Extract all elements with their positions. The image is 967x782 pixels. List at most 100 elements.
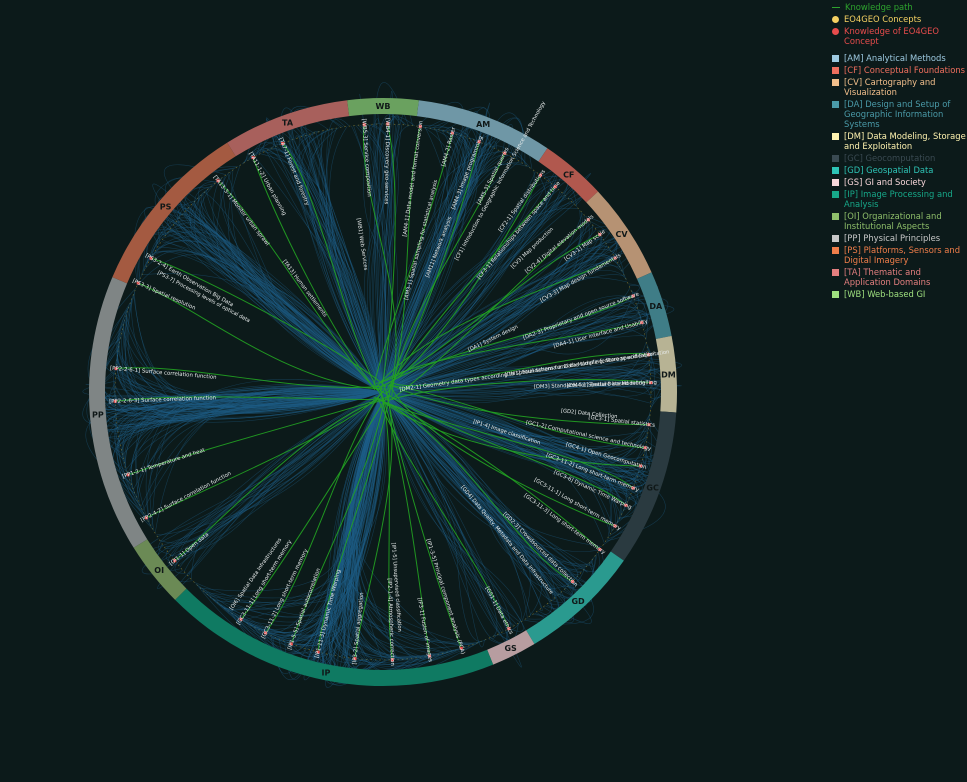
blue-wire xyxy=(382,369,656,410)
blue-wire xyxy=(184,211,384,393)
knowledge-area-ring: AM CF CV DA DM GC GD GS IP OI PP PS TA WB xyxy=(89,98,677,687)
blue-wire xyxy=(334,391,390,665)
blue-wire xyxy=(126,314,384,402)
blue-wire xyxy=(266,117,384,393)
knowledge-marker xyxy=(553,185,557,189)
blue-wire xyxy=(279,107,384,393)
blue-wire xyxy=(212,179,384,393)
blue-wire xyxy=(145,391,384,523)
blue-wire xyxy=(116,364,384,410)
knowledge-path xyxy=(388,383,650,426)
knowledge-marker xyxy=(353,657,357,661)
blue-wire xyxy=(116,306,384,408)
blue-wire xyxy=(113,355,384,421)
blue-wire xyxy=(225,391,384,610)
knowledge-marker xyxy=(649,381,653,385)
blue-wire xyxy=(382,132,466,393)
blue-wire xyxy=(178,391,384,566)
knowledge-path xyxy=(115,396,375,402)
blue-wire xyxy=(382,391,638,524)
blue-wire xyxy=(125,316,384,409)
square-swatch-icon xyxy=(832,268,839,276)
leaf-guide-circle xyxy=(114,123,652,661)
ring-segment-code: AM xyxy=(476,120,490,129)
blue-wire xyxy=(382,391,485,648)
ring-segment-code: CF xyxy=(563,171,574,180)
blue-wire xyxy=(382,391,554,600)
blue-wire xyxy=(265,391,384,634)
blue-wire xyxy=(382,307,638,393)
blue-wire xyxy=(114,391,384,462)
blue-wire xyxy=(373,114,400,393)
blue-wire xyxy=(373,123,384,393)
blue-wire xyxy=(125,391,384,468)
blue-wire xyxy=(260,153,384,393)
legend: Knowledge path EO4GEO Concepts Knowledge… xyxy=(832,2,966,301)
blue-wire xyxy=(85,390,384,494)
blue-wire xyxy=(325,128,384,393)
blue-wire xyxy=(382,101,464,393)
ring-segment xyxy=(347,98,419,117)
blue-wire xyxy=(382,128,486,393)
ring-segment-code: GC xyxy=(646,483,659,492)
blue-wire xyxy=(382,391,625,509)
knowledge-path xyxy=(391,153,506,397)
blue-wire xyxy=(368,113,401,393)
blue-wire xyxy=(342,391,384,660)
blue-wire xyxy=(121,391,384,451)
square-swatch-icon xyxy=(832,212,839,220)
blue-wire xyxy=(382,327,646,393)
blue-wire xyxy=(382,391,559,609)
blue-wire xyxy=(382,309,650,393)
ring-segment-code: TA xyxy=(282,118,294,127)
blue-wire xyxy=(382,391,623,514)
blue-wire xyxy=(382,133,469,393)
blue-wire xyxy=(382,391,612,538)
blue-wire xyxy=(382,124,403,393)
knowledge-path xyxy=(240,395,388,620)
blue-wire xyxy=(382,102,490,393)
blue-wire xyxy=(315,132,384,393)
leaf-label: [GC3-11-1] Long short-term memory xyxy=(236,538,294,626)
blue-wire xyxy=(382,213,583,393)
blue-wire xyxy=(382,194,565,393)
blue-wire xyxy=(294,391,387,646)
blue-wire xyxy=(382,152,505,393)
blue-wire xyxy=(359,124,390,393)
blue-wire xyxy=(382,391,616,526)
knowledge-marker xyxy=(631,294,635,298)
blue-wire xyxy=(382,391,628,503)
blue-wire xyxy=(356,391,423,658)
blue-wire xyxy=(382,391,641,490)
blue-wire xyxy=(109,383,384,409)
knowledge-path xyxy=(383,401,573,582)
blue-wire xyxy=(350,391,453,652)
blue-wire xyxy=(382,391,504,632)
blue-wire xyxy=(382,124,399,393)
ring-segment xyxy=(487,630,535,665)
blue-wire xyxy=(382,391,531,622)
blue-wire xyxy=(318,129,384,393)
blue-wire xyxy=(338,391,475,645)
legend-area-item: [DM] Data Modeling, Storage and Exploita… xyxy=(832,131,966,151)
square-swatch-icon xyxy=(832,290,839,298)
knowledge-marker xyxy=(503,151,507,155)
blue-wire xyxy=(382,303,675,393)
leaf-label: [AM4-1] Data model and format conversion xyxy=(402,120,424,237)
blue-wire xyxy=(190,184,384,393)
blue-wire xyxy=(382,151,531,393)
blue-wire xyxy=(325,127,384,393)
blue-wire xyxy=(382,391,651,447)
blue-wire xyxy=(122,389,384,458)
blue-wire xyxy=(116,359,384,400)
legend-area-label: [GD] Geospatial Data xyxy=(844,165,934,175)
knowledge-marker xyxy=(418,125,422,129)
blue-wire xyxy=(130,391,384,502)
blue-wire xyxy=(382,111,482,393)
blue-wire xyxy=(301,133,384,393)
blue-wire xyxy=(233,391,384,645)
legend-area-label: [CV] Cartography and Visualization xyxy=(844,77,936,97)
blue-wire xyxy=(355,391,438,655)
blue-wire xyxy=(329,391,396,661)
knowledge-marker xyxy=(264,631,268,635)
